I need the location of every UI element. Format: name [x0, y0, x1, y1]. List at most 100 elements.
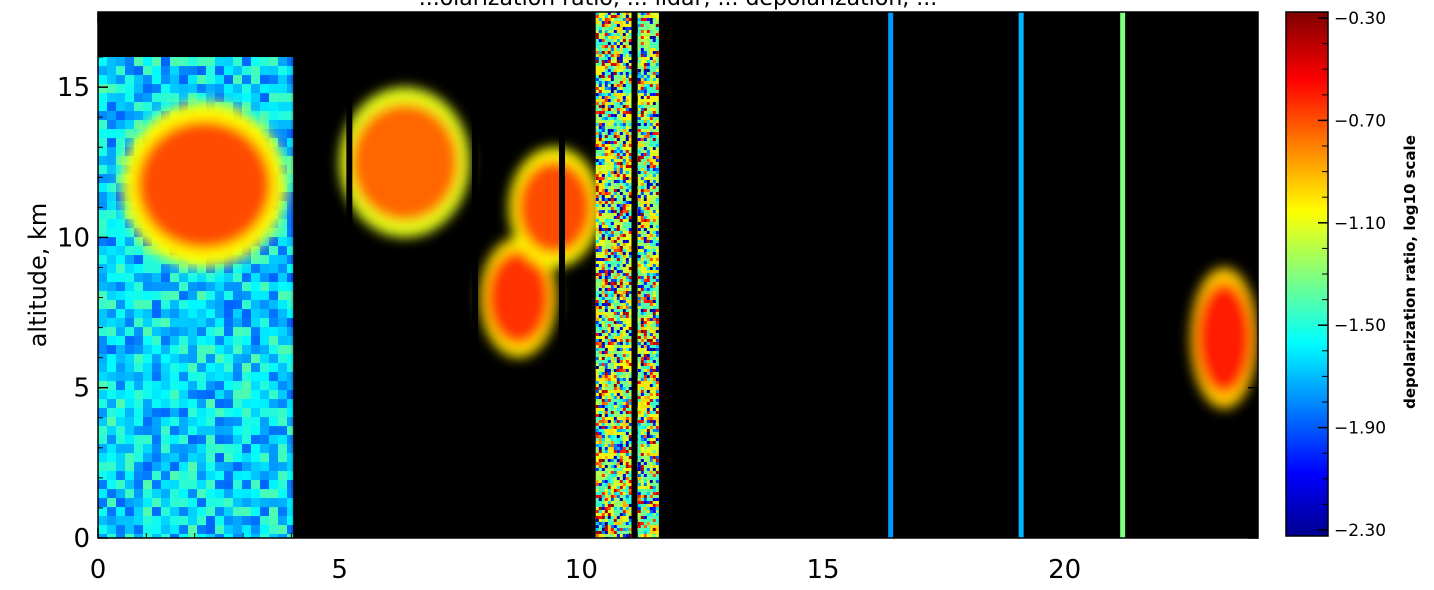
noise-pixel	[628, 87, 632, 90]
heatmap-cell	[107, 246, 116, 256]
heatmap-cell	[107, 435, 116, 445]
noise-pixel	[619, 411, 623, 414]
heatmap-cell	[287, 453, 296, 463]
heatmap-cell	[640, 453, 650, 462]
heatmap-cell	[98, 165, 107, 175]
noise-pixel	[625, 165, 629, 168]
noise-pixel	[655, 342, 659, 345]
noise-pixel	[646, 510, 650, 513]
heatmap-cell	[242, 255, 251, 265]
heatmap-cell	[260, 291, 269, 301]
noise-pixel	[652, 180, 656, 183]
noise-pixel	[595, 333, 599, 336]
heatmap-cell	[134, 282, 143, 292]
heatmap-cell	[260, 489, 269, 499]
heatmap-cell	[604, 534, 614, 538]
heatmap-cell	[170, 327, 179, 337]
noise-pixel	[628, 159, 632, 162]
heatmap-cell	[269, 336, 278, 346]
heatmap-cell	[197, 453, 206, 463]
noise-pixel	[628, 465, 632, 468]
heatmap-cell	[640, 507, 650, 516]
heatmap-cell	[125, 426, 134, 436]
noise-pixel	[655, 330, 659, 333]
noise-pixel	[625, 384, 629, 387]
heatmap-cell	[251, 417, 260, 427]
noise-pixel	[604, 306, 608, 309]
noise-pixel	[625, 111, 629, 114]
heatmap-cell	[622, 264, 632, 273]
noise-pixel	[628, 195, 632, 198]
heatmap-cell	[260, 300, 269, 310]
heatmap-cell	[125, 417, 134, 427]
noise-pixel	[622, 291, 626, 294]
noise-pixel	[622, 501, 626, 504]
heatmap-cell	[116, 93, 125, 103]
heatmap-cell	[224, 408, 233, 418]
noise-pixel	[601, 21, 605, 24]
noise-pixel	[613, 168, 617, 171]
noise-pixel	[610, 234, 614, 237]
noise-pixel	[643, 345, 647, 348]
noise-pixel	[607, 504, 611, 507]
heatmap-cell	[269, 453, 278, 463]
heatmap-cell	[269, 462, 278, 472]
heatmap-cell	[224, 462, 233, 472]
noise-pixel	[625, 204, 629, 207]
noise-pixel	[613, 42, 617, 45]
noise-pixel	[625, 348, 629, 351]
heatmap-cell	[134, 336, 143, 346]
noise-pixel	[595, 21, 599, 24]
heatmap-cell	[125, 309, 134, 319]
noise-pixel	[601, 405, 605, 408]
noise-pixel	[637, 498, 641, 501]
noise-pixel	[646, 318, 650, 321]
noise-pixel	[655, 396, 659, 399]
heatmap-cell	[640, 390, 650, 399]
heatmap-cell	[260, 246, 269, 256]
noise-pixel	[598, 213, 602, 216]
noise-pixel	[604, 522, 608, 525]
noise-pixel	[643, 93, 647, 96]
noise-pixel	[655, 324, 659, 327]
noise-pixel	[643, 417, 647, 420]
heatmap-cell	[125, 363, 134, 373]
noise-pixel	[628, 486, 632, 489]
heatmap-cell	[640, 57, 650, 66]
noise-pixel	[652, 441, 656, 444]
noise-pixel	[598, 105, 602, 108]
heatmap-cell	[179, 57, 188, 67]
heatmap-cell	[242, 444, 251, 454]
cloud-core	[486, 250, 551, 345]
noise-pixel	[655, 210, 659, 213]
heatmap-cell	[125, 120, 134, 130]
noise-pixel	[643, 369, 647, 372]
noise-pixel	[622, 483, 626, 486]
heatmap-cell	[179, 354, 188, 364]
noise-pixel	[619, 234, 623, 237]
heatmap-cell	[161, 345, 170, 355]
noise-pixel	[649, 366, 653, 369]
noise-pixel	[625, 312, 629, 315]
heatmap-cell	[649, 363, 659, 372]
heatmap-cell	[188, 408, 197, 418]
noise-pixel	[595, 183, 599, 186]
noise-pixel	[607, 363, 611, 366]
noise-pixel	[652, 471, 656, 474]
heatmap-cell	[107, 219, 116, 229]
heatmap-cell	[622, 363, 632, 372]
noise-pixel	[622, 33, 626, 36]
noise-pixel	[601, 93, 605, 96]
noise-pixel	[655, 27, 659, 30]
noise-pixel	[616, 189, 620, 192]
noise-pixel	[655, 159, 659, 162]
noise-pixel	[613, 405, 617, 408]
heatmap-cell	[197, 66, 206, 76]
heatmap-cell	[287, 246, 296, 256]
noise-pixel	[646, 174, 650, 177]
noise-pixel	[625, 306, 629, 309]
noise-pixel	[640, 276, 644, 279]
noise-pixel	[643, 363, 647, 366]
noise-pixel	[604, 528, 608, 531]
noise-pixel	[652, 462, 656, 465]
